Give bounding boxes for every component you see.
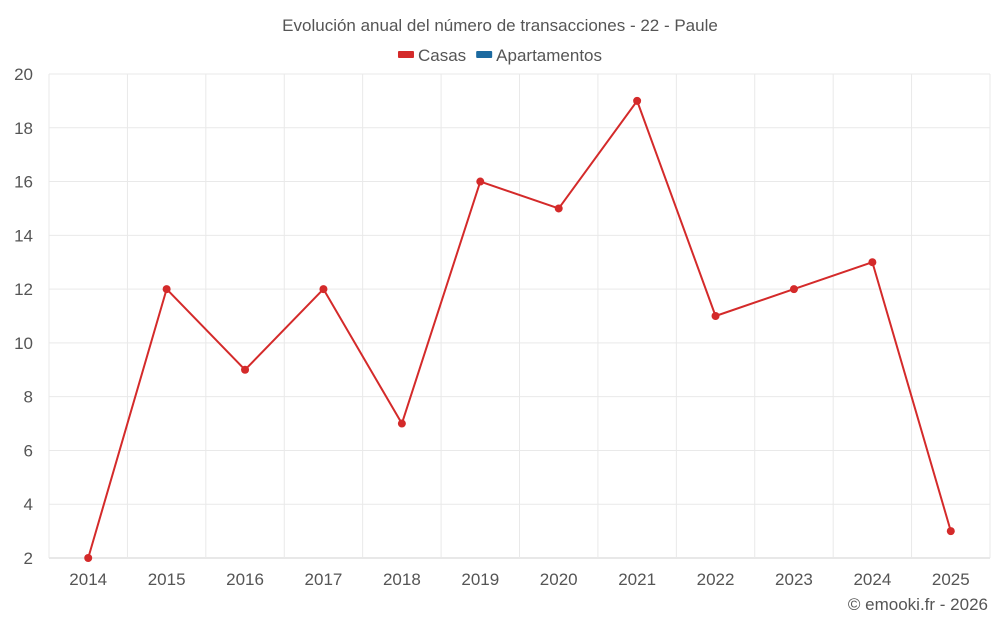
series-points: [84, 96, 955, 562]
y-tick-label: 10: [14, 334, 33, 353]
legend-label: Apartamentos: [496, 46, 602, 65]
y-tick-label: 16: [14, 173, 33, 192]
grid: [48, 73, 991, 559]
data-point[interactable]: [633, 96, 642, 105]
series-lines: [87, 99, 952, 559]
x-tick-label: 2015: [148, 570, 186, 589]
x-tick-label: 2025: [932, 570, 970, 589]
data-point[interactable]: [319, 285, 328, 294]
legend-swatch: [476, 51, 493, 58]
y-tick-label: 4: [24, 495, 33, 514]
legend: Casas Apartamentos: [397, 46, 602, 65]
y-tick-label: 20: [14, 65, 33, 84]
x-tick-label: 2017: [305, 570, 343, 589]
credit-text: © emooki.fr - 2026: [848, 595, 988, 614]
x-tick-label: 2023: [775, 570, 813, 589]
data-point[interactable]: [946, 527, 955, 536]
y-tick-label: 18: [14, 119, 33, 138]
y-tick-label: 6: [24, 441, 33, 460]
data-point[interactable]: [241, 365, 250, 374]
x-tick-label: 2019: [461, 570, 499, 589]
x-axis: 2014 2015 2016 2017 2018 2019 2020 2021 2022 2023…: [69, 570, 969, 589]
legend-item-apartamentos[interactable]: Apartamentos: [476, 46, 602, 65]
x-tick-label: 2018: [383, 570, 421, 589]
series-line-casas: [87, 99, 952, 559]
data-point[interactable]: [554, 204, 563, 213]
x-tick-label: 2016: [226, 570, 264, 589]
data-point[interactable]: [476, 177, 485, 186]
data-point[interactable]: [711, 312, 720, 320]
x-tick-label: 2021: [618, 570, 656, 589]
x-tick-label: 2022: [697, 570, 735, 589]
y-tick-label: 8: [24, 388, 33, 407]
x-tick-label: 2014: [69, 570, 107, 589]
legend-item-casas[interactable]: Casas: [397, 46, 466, 65]
data-point[interactable]: [868, 258, 877, 267]
legend-label: Casas: [418, 46, 466, 65]
y-tick-label: 12: [14, 280, 33, 299]
y-axis: 2 4 6 8 10 12 14 16 18 20: [14, 65, 33, 568]
chart-title: Evolución anual del número de transaccio…: [282, 16, 718, 35]
data-point[interactable]: [84, 554, 93, 562]
y-tick-label: 2: [24, 549, 33, 568]
y-tick-label: 14: [14, 226, 33, 245]
data-point[interactable]: [397, 419, 406, 428]
x-tick-label: 2024: [853, 570, 891, 589]
legend-swatch: [397, 51, 414, 58]
x-tick-label: 2020: [540, 570, 578, 589]
data-point[interactable]: [789, 285, 798, 294]
data-point[interactable]: [162, 285, 171, 294]
